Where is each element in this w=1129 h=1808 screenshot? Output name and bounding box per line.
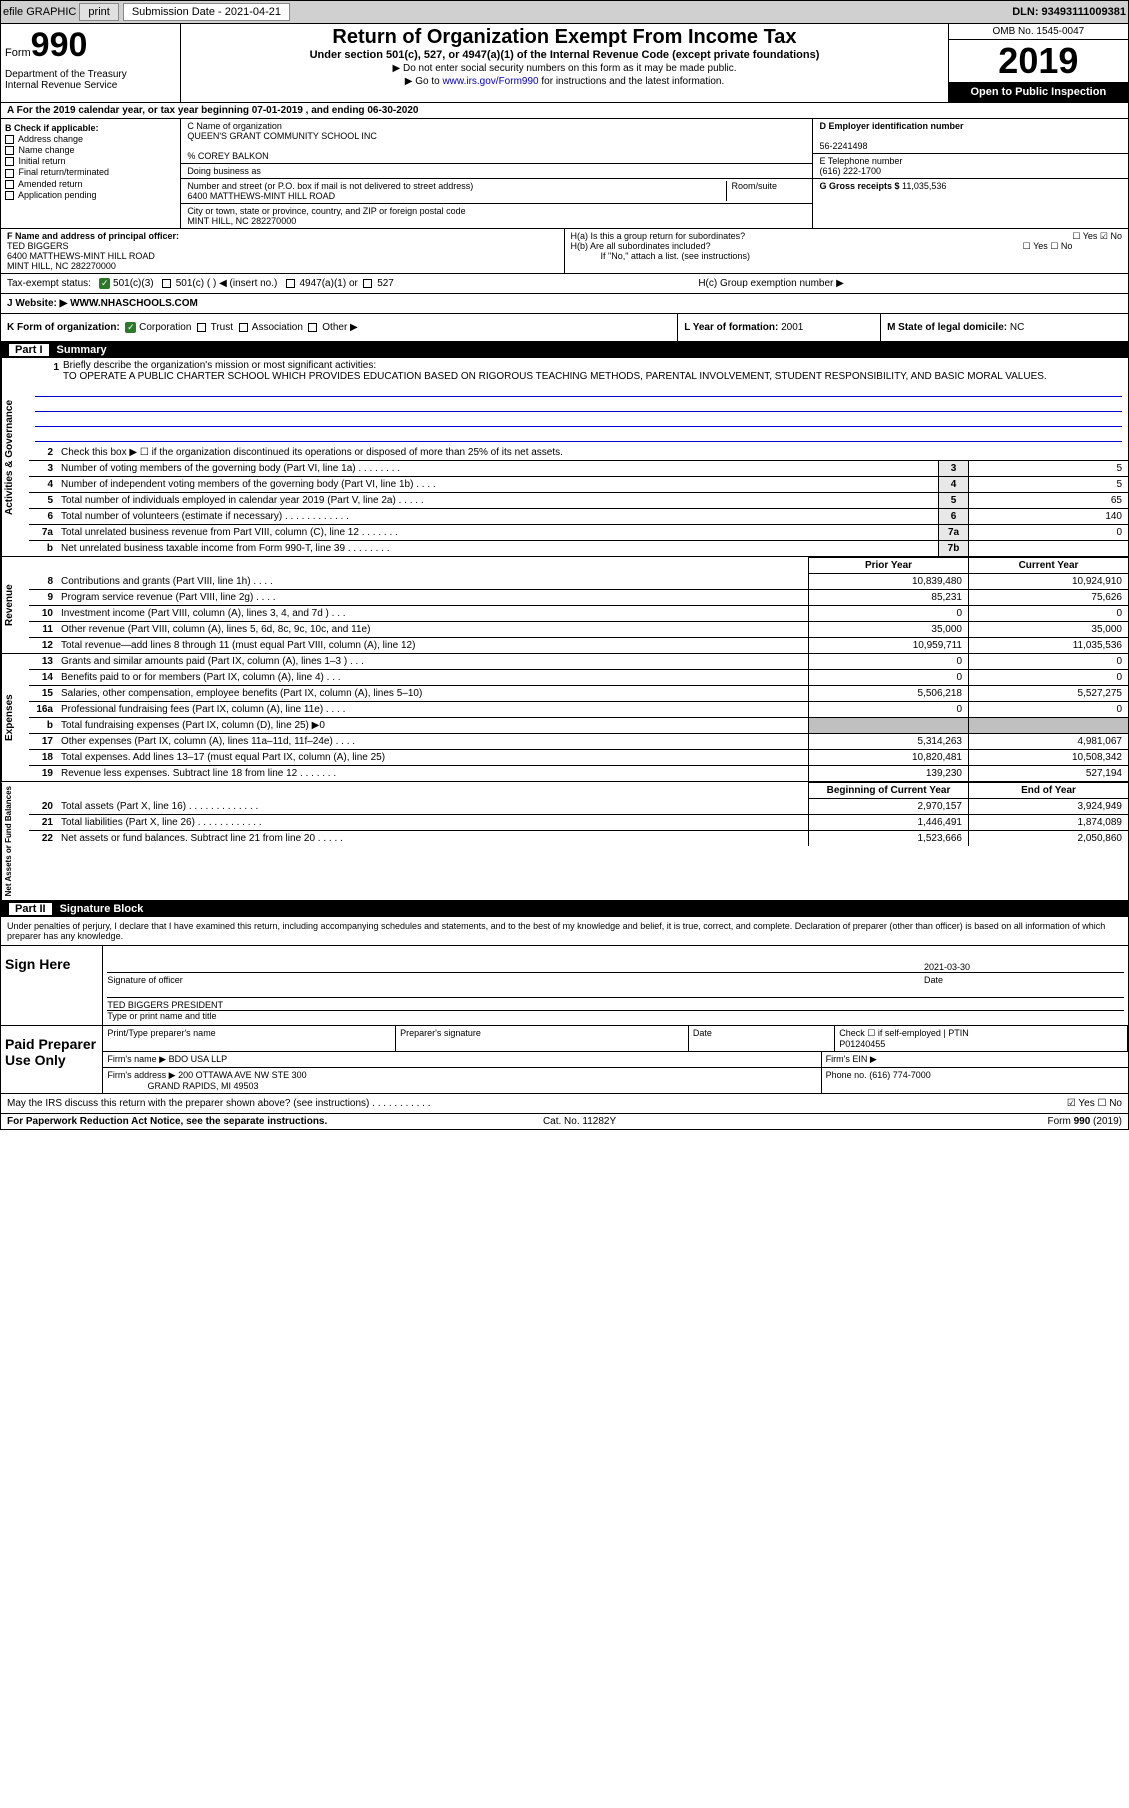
gov-line-3: 3Number of voting members of the governi… <box>29 461 1128 477</box>
form-number: Form990 <box>5 26 176 65</box>
exp-lines-b: bTotal fundraising expenses (Part IX, co… <box>29 718 1128 734</box>
sig-date: 2021-03-30 <box>924 962 1124 972</box>
rev-lines-8: 8Contributions and grants (Part VIII, li… <box>29 574 1128 590</box>
exp-lines-13: 13Grants and similar amounts paid (Part … <box>29 654 1128 670</box>
firm-phone: (616) 774-7000 <box>869 1070 931 1080</box>
activities-gov-label: Activities & Governance <box>1 358 29 556</box>
na-lines-21: 21Total liabilities (Part X, line 26) . … <box>29 815 1128 831</box>
exp-lines-16a: 16aProfessional fundraising fees (Part I… <box>29 702 1128 718</box>
gov-line-b: bNet unrelated business taxable income f… <box>29 541 1128 556</box>
gov-line-4: 4Number of independent voting members of… <box>29 477 1128 493</box>
exp-lines-17: 17Other expenses (Part IX, column (A), l… <box>29 734 1128 750</box>
efile-label: efile GRAPHIC <box>3 6 76 18</box>
dept-label: Department of the Treasury Internal Reve… <box>5 69 176 91</box>
ein: 56-2241498 <box>819 141 867 151</box>
officer-sig-name: TED BIGGERS PRESIDENT <box>107 1000 1124 1010</box>
omb-number: OMB No. 1545-0047 <box>949 24 1128 40</box>
part2-header: Part IISignature Block <box>1 901 1128 917</box>
expenses-label: Expenses <box>1 654 29 781</box>
gov-line-5: 5Total number of individuals employed in… <box>29 493 1128 509</box>
city-state-zip: MINT HILL, NC 282270000 <box>187 216 296 226</box>
toolbar: efile GRAPHIC print Submission Date - 20… <box>1 1 1128 24</box>
submission-date[interactable]: Submission Date - 2021-04-21 <box>123 3 290 21</box>
paid-preparer-label: Paid Preparer Use Only <box>1 1026 102 1093</box>
firm-addr2: GRAND RAPIDS, MI 49503 <box>147 1081 258 1091</box>
checkbox-name-change[interactable]: Name change <box>5 145 176 155</box>
na-lines-20: 20Total assets (Part X, line 16) . . . .… <box>29 799 1128 815</box>
footer: For Paperwork Reduction Act Notice, see … <box>1 1114 1128 1129</box>
checkbox-final-return-terminated[interactable]: Final return/terminated <box>5 167 176 177</box>
firm-addr: 200 OTTAWA AVE NW STE 300 <box>178 1070 307 1080</box>
check-applicable: B Check if applicable: Address change Na… <box>1 119 181 228</box>
state-domicile: M State of legal domicile: NC <box>880 314 1128 341</box>
na-lines-22: 22Net assets or fund balances. Subtract … <box>29 831 1128 846</box>
telephone: (616) 222-1700 <box>819 166 881 176</box>
gov-line-6: 6Total number of volunteers (estimate if… <box>29 509 1128 525</box>
org-form: K Form of organization: ✓ Corporation Tr… <box>1 314 677 341</box>
care-of: % COREY BALKON <box>187 151 268 161</box>
dln: DLN: 93493111009381 <box>1012 6 1126 18</box>
website-row: J Website: ▶ WWW.NHASCHOOLS.COM <box>1 294 1128 314</box>
dba-label: Doing business as <box>181 164 812 179</box>
ptin: P01240455 <box>839 1039 885 1049</box>
rev-lines-9: 9Program service revenue (Part VIII, lin… <box>29 590 1128 606</box>
officer-addr2: MINT HILL, NC 282270000 <box>7 261 116 271</box>
checkbox-initial-return[interactable]: Initial return <box>5 156 176 166</box>
firm-ein-label: Firm's EIN ▶ <box>821 1052 1128 1067</box>
tax-status: Tax-exempt status: ✓ 501(c)(3) 501(c) ( … <box>7 278 698 289</box>
gov-line-2: 2Check this box ▶ ☐ if the organization … <box>29 445 1128 461</box>
year-formation: L Year of formation: 2001 <box>677 314 880 341</box>
gov-line-7a: 7aTotal unrelated business revenue from … <box>29 525 1128 541</box>
exp-lines-18: 18Total expenses. Add lines 13–17 (must … <box>29 750 1128 766</box>
officer-name: TED BIGGERS <box>7 241 69 251</box>
exp-lines-19: 19Revenue less expenses. Subtract line 1… <box>29 766 1128 781</box>
exp-lines-14: 14Benefits paid to or for members (Part … <box>29 670 1128 686</box>
firm-name: BDO USA LLP <box>169 1054 228 1064</box>
ha-question: H(a) Is this a group return for subordin… <box>571 231 1123 241</box>
net-assets-label: Net Assets or Fund Balances <box>1 782 29 900</box>
org-name: QUEEN'S GRANT COMMUNITY SCHOOL INC <box>187 131 377 141</box>
checkbox-address-change[interactable]: Address change <box>5 134 176 144</box>
officer-addr1: 6400 MATTHEWS-MINT HILL ROAD <box>7 251 155 261</box>
hb-note: If "No," attach a list. (see instruction… <box>571 251 1123 261</box>
ssn-notice: ▶ Do not enter social security numbers o… <box>187 63 941 74</box>
checkbox-application-pending[interactable]: Application pending <box>5 190 176 200</box>
form-title: Return of Organization Exempt From Incom… <box>187 26 941 49</box>
perjury-declaration: Under penalties of perjury, I declare th… <box>1 917 1128 946</box>
discuss-question: May the IRS discuss this return with the… <box>1 1094 1128 1114</box>
rev-lines-11: 11Other revenue (Part VIII, column (A), … <box>29 622 1128 638</box>
mission-text: TO OPERATE A PUBLIC CHARTER SCHOOL WHICH… <box>63 371 1047 382</box>
print-button[interactable]: print <box>79 3 118 21</box>
hb-question: H(b) Are all subordinates included? ☐ Ye… <box>571 241 1123 251</box>
tax-year: 2019 <box>949 40 1128 82</box>
street-address: 6400 MATTHEWS-MINT HILL ROAD <box>187 191 335 201</box>
gross-receipts: G Gross receipts $ 11,035,536 <box>813 179 1128 193</box>
sign-here-label: Sign Here <box>1 946 102 1025</box>
rev-lines-12: 12Total revenue—add lines 8 through 11 (… <box>29 638 1128 653</box>
form-subtitle: Under section 501(c), 527, or 4947(a)(1)… <box>187 49 941 61</box>
form990-link[interactable]: www.irs.gov/Form990 <box>442 76 538 87</box>
checkbox-amended-return[interactable]: Amended return <box>5 179 176 189</box>
inspection-notice: Open to Public Inspection <box>949 82 1128 102</box>
rev-lines-10: 10Investment income (Part VIII, column (… <box>29 606 1128 622</box>
part1-header: Part ISummary <box>1 342 1128 358</box>
tax-period: A For the 2019 calendar year, or tax yea… <box>1 103 1128 119</box>
goto-line: ▶ Go to www.irs.gov/Form990 for instruct… <box>187 76 941 87</box>
hc-group: H(c) Group exemption number ▶ <box>698 278 1122 289</box>
exp-lines-15: 15Salaries, other compensation, employee… <box>29 686 1128 702</box>
revenue-label: Revenue <box>1 557 29 653</box>
